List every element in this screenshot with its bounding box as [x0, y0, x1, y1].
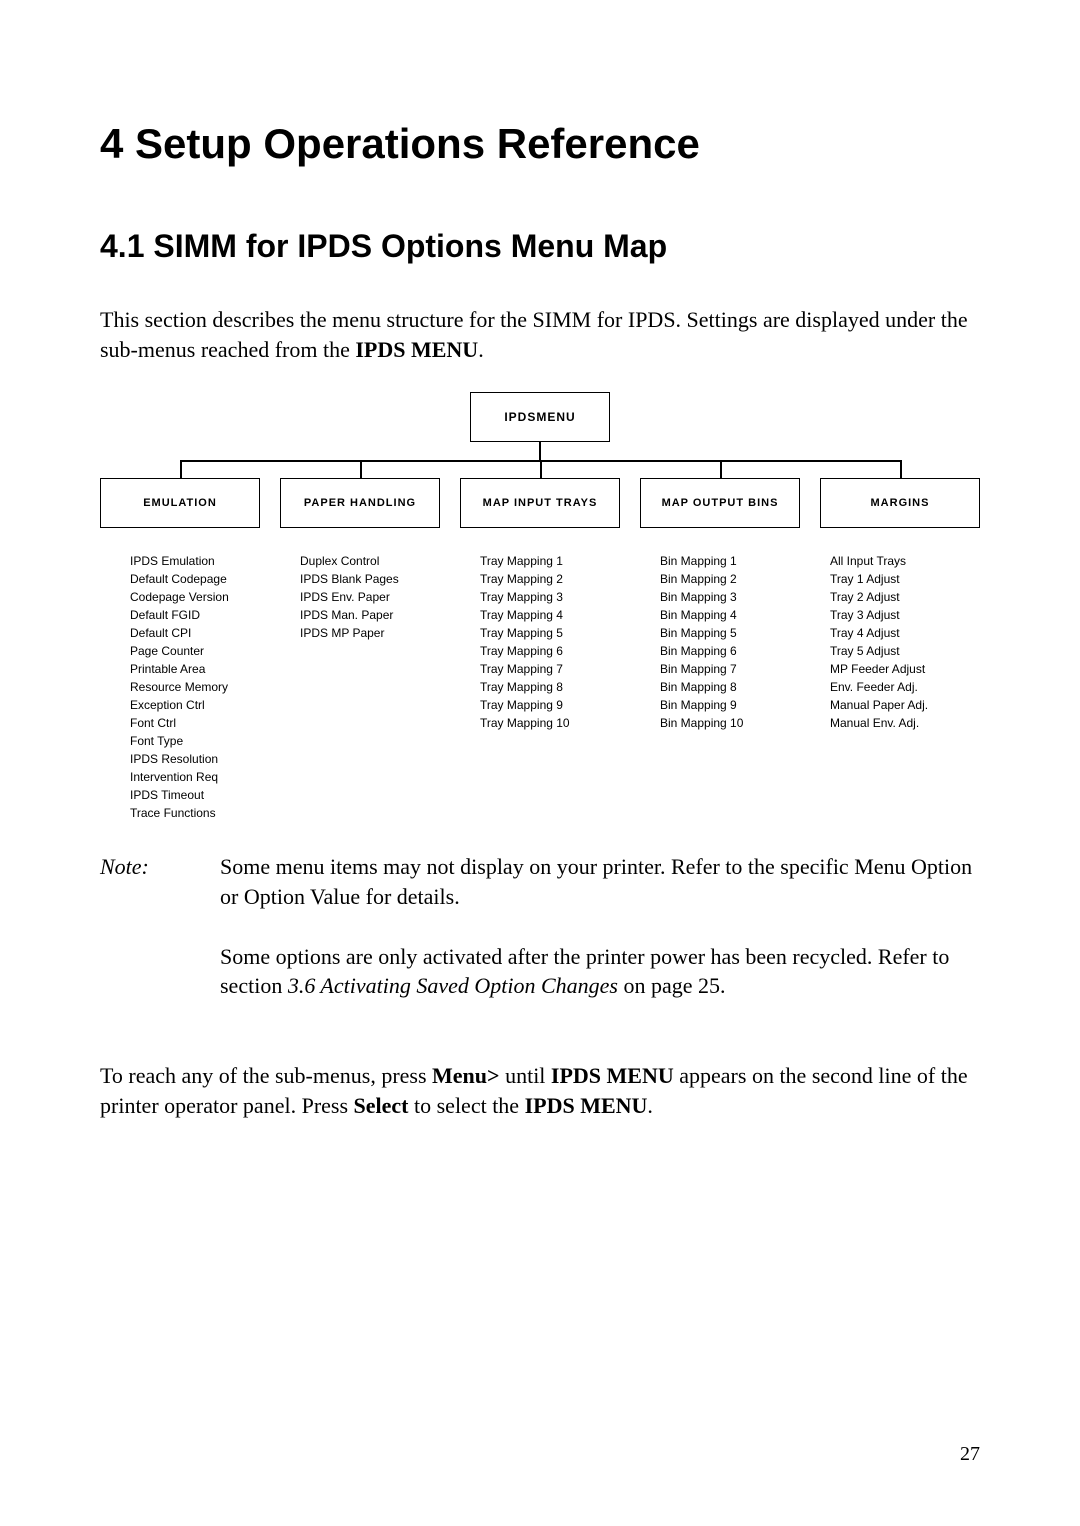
submenu-item: Tray Mapping 2: [480, 570, 570, 588]
note-body: Some menu items may not display on your …: [220, 852, 980, 1031]
submenu-item: Tray 1 Adjust: [830, 570, 928, 588]
submenu-item: Trace Functions: [130, 804, 229, 822]
submenu-item: Bin Mapping 7: [660, 660, 743, 678]
note-ref-italic: 3.6 Activating Saved Option Changes: [288, 973, 618, 998]
final-paragraph: To reach any of the sub-menus, press Men…: [100, 1061, 980, 1120]
connector: [720, 460, 722, 478]
submenu-item: Printable Area: [130, 660, 229, 678]
submenu-item: Tray Mapping 1: [480, 552, 570, 570]
submenu-item: IPDS Blank Pages: [300, 570, 399, 588]
menu-map-diagram: IPDSMENU EMULATIONIPDS EmulationDefault …: [100, 392, 980, 832]
submenu-item: Bin Mapping 9: [660, 696, 743, 714]
note-label: Note:: [100, 852, 220, 1031]
submenu-node: MARGINS: [820, 478, 980, 528]
submenu-item: Manual Paper Adj.: [830, 696, 928, 714]
submenu-item: Codepage Version: [130, 588, 229, 606]
submenu-item: Bin Mapping 2: [660, 570, 743, 588]
final-key: Menu>: [432, 1063, 500, 1088]
submenu-item: Tray 2 Adjust: [830, 588, 928, 606]
note-text: on page 25.: [618, 973, 726, 998]
connector: [900, 460, 902, 478]
intro-text: This section describes the menu structur…: [100, 307, 968, 362]
submenu-item: Tray Mapping 7: [480, 660, 570, 678]
submenu-item: Intervention Req: [130, 768, 229, 786]
note-block: Note: Some menu items may not display on…: [100, 852, 980, 1031]
submenu-item: IPDS Timeout: [130, 786, 229, 804]
final-key: Select: [354, 1093, 409, 1118]
final-key: IPDS MENU: [551, 1063, 674, 1088]
submenu-item: MP Feeder Adjust: [830, 660, 928, 678]
submenu-item: All Input Trays: [830, 552, 928, 570]
submenu-item: Tray 5 Adjust: [830, 642, 928, 660]
submenu-item: Bin Mapping 8: [660, 678, 743, 696]
submenu-node: PAPER HANDLING: [280, 478, 440, 528]
submenu-item: Bin Mapping 5: [660, 624, 743, 642]
submenu-item: IPDS Emulation: [130, 552, 229, 570]
submenu-item: Tray Mapping 5: [480, 624, 570, 642]
submenu-item: Manual Env. Adj.: [830, 714, 928, 732]
submenu-item: Bin Mapping 10: [660, 714, 743, 732]
submenu-items: Duplex ControlIPDS Blank PagesIPDS Env. …: [300, 552, 399, 642]
submenu-item: Duplex Control: [300, 552, 399, 570]
submenu-item: Tray 3 Adjust: [830, 606, 928, 624]
note-paragraph: Some menu items may not display on your …: [220, 852, 980, 911]
submenu-item: Tray Mapping 3: [480, 588, 570, 606]
final-key: IPDS MENU: [525, 1093, 648, 1118]
submenu-item: Tray Mapping 4: [480, 606, 570, 624]
submenu-items: IPDS EmulationDefault CodepageCodepage V…: [130, 552, 229, 822]
submenu-item: Bin Mapping 3: [660, 588, 743, 606]
submenu-item: Tray Mapping 9: [480, 696, 570, 714]
submenu-items: All Input TraysTray 1 AdjustTray 2 Adjus…: [830, 552, 928, 732]
root-node: IPDSMENU: [470, 392, 610, 442]
submenu-node: MAP OUTPUT BINS: [640, 478, 800, 528]
connector: [539, 442, 541, 460]
note-paragraph: Some options are only activated after th…: [220, 942, 980, 1001]
submenu-item: Default FGID: [130, 606, 229, 624]
intro-paragraph: This section describes the menu structur…: [100, 305, 980, 364]
submenu-item: Exception Ctrl: [130, 696, 229, 714]
submenu-item: Bin Mapping 1: [660, 552, 743, 570]
submenu-item: IPDS Env. Paper: [300, 588, 399, 606]
final-text: to select the: [409, 1093, 525, 1118]
submenu-item: Env. Feeder Adj.: [830, 678, 928, 696]
submenu-item: Resource Memory: [130, 678, 229, 696]
final-text: To reach any of the sub-menus, press: [100, 1063, 432, 1088]
submenu-items: Bin Mapping 1Bin Mapping 2Bin Mapping 3B…: [660, 552, 743, 732]
connector: [540, 460, 542, 478]
submenu-item: Tray Mapping 10: [480, 714, 570, 732]
intro-tail: .: [478, 337, 484, 362]
submenu-item: IPDS MP Paper: [300, 624, 399, 642]
submenu-item: Tray Mapping 6: [480, 642, 570, 660]
final-text: until: [500, 1063, 551, 1088]
submenu-item: Bin Mapping 6: [660, 642, 743, 660]
submenu-item: Default Codepage: [130, 570, 229, 588]
submenu-item: Default CPI: [130, 624, 229, 642]
connector: [180, 460, 182, 478]
submenu-items: Tray Mapping 1Tray Mapping 2Tray Mapping…: [480, 552, 570, 732]
page-number: 27: [960, 1443, 980, 1466]
submenu-item: Tray 4 Adjust: [830, 624, 928, 642]
final-text: .: [647, 1093, 653, 1118]
submenu-item: Bin Mapping 4: [660, 606, 743, 624]
submenu-item: Font Type: [130, 732, 229, 750]
section-title: 4.1 SIMM for IPDS Options Menu Map: [100, 228, 980, 265]
connector: [360, 460, 362, 478]
submenu-item: IPDS Man. Paper: [300, 606, 399, 624]
submenu-item: IPDS Resolution: [130, 750, 229, 768]
submenu-item: Font Ctrl: [130, 714, 229, 732]
submenu-item: Tray Mapping 8: [480, 678, 570, 696]
submenu-node: MAP INPUT TRAYS: [460, 478, 620, 528]
intro-bold: IPDS MENU: [355, 337, 478, 362]
submenu-node: EMULATION: [100, 478, 260, 528]
submenu-item: Page Counter: [130, 642, 229, 660]
chapter-title: 4 Setup Operations Reference: [100, 120, 980, 168]
